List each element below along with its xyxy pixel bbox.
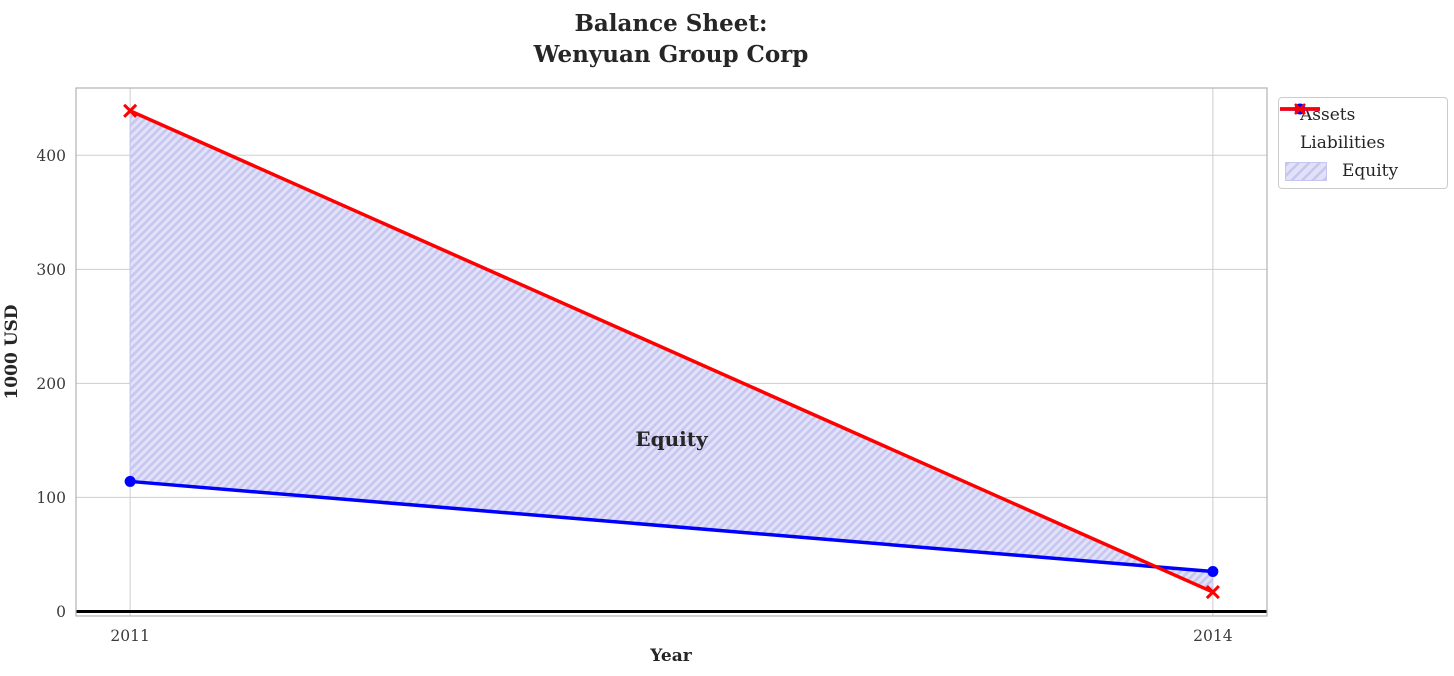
y-tick-label: 0 <box>56 603 66 621</box>
chart-title-line2: Wenyuan Group Corp <box>533 41 809 68</box>
liabilities-line-icon <box>1280 103 1320 115</box>
legend: Assets Liabilities Equity <box>1278 97 1448 189</box>
y-tick-label: 100 <box>36 489 66 507</box>
equity-hatch-icon <box>1285 161 1327 181</box>
legend-label-liabilities: Liabilities <box>1300 133 1386 153</box>
liabilities-line <box>129 109 1214 594</box>
chart-plot-area: 0 100 200 300 400 2011 2014 <box>36 87 1268 645</box>
y-tick-label: 200 <box>36 375 66 393</box>
y-tick-label: 400 <box>36 147 66 165</box>
legend-item-equity: Equity <box>1285 157 1441 185</box>
plot-border <box>75 87 1268 617</box>
x-axis-label: Year <box>649 646 692 666</box>
liabilities-point-marker <box>123 103 138 118</box>
chart-title-line1: Balance Sheet: <box>574 10 767 37</box>
equity-annotation: Equity <box>635 427 709 451</box>
assets-point-marker <box>1207 566 1219 578</box>
liabilities-point-marker <box>1205 584 1220 600</box>
x-tick-label: 2011 <box>110 627 149 645</box>
x-tick-label: 2014 <box>1193 627 1233 645</box>
legend-item-liabilities: Liabilities <box>1280 103 1441 157</box>
y-axis-label: 1000 USD <box>2 304 22 399</box>
y-tick-label: 300 <box>36 261 66 279</box>
assets-line <box>129 479 1214 574</box>
legend-label-equity: Equity <box>1342 161 1399 181</box>
assets-point-marker <box>124 475 136 487</box>
